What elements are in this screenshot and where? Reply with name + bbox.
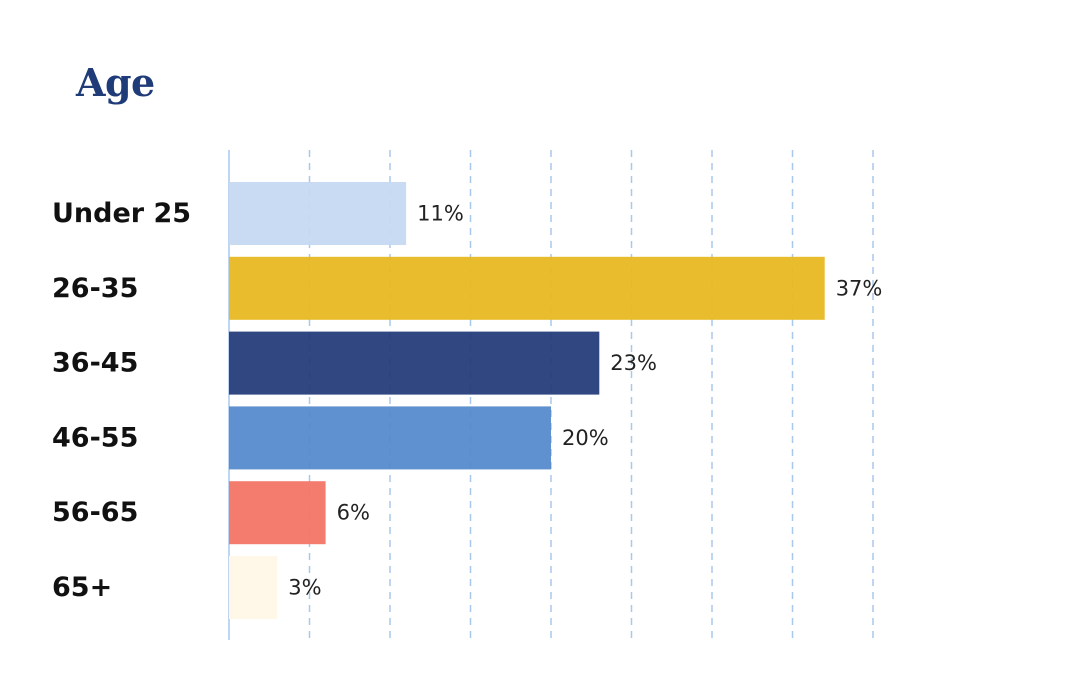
bars xyxy=(229,182,825,619)
bar xyxy=(229,256,825,320)
category-label: 26-35 xyxy=(52,273,138,304)
category-label: 36-45 xyxy=(52,348,138,379)
bar xyxy=(229,331,600,395)
category-label: 46-55 xyxy=(52,422,138,453)
category-label: Under 25 xyxy=(52,198,191,229)
chart-title: Age xyxy=(76,60,155,105)
value-label: 37% xyxy=(836,276,883,300)
bar xyxy=(229,481,326,545)
value-label: 23% xyxy=(610,351,657,375)
bar xyxy=(229,556,278,619)
labels: Under 25 11% 26-35 37% 36-45 23% 46-55 20% 56-65… xyxy=(52,198,882,603)
value-label: 3% xyxy=(288,576,321,600)
value-label: 11% xyxy=(417,202,464,226)
bar xyxy=(229,182,407,245)
value-label: 20% xyxy=(562,426,609,450)
category-label: 56-65 xyxy=(52,497,138,528)
value-label: 6% xyxy=(337,501,370,525)
bar xyxy=(229,406,551,470)
category-label: 65+ xyxy=(52,572,112,603)
